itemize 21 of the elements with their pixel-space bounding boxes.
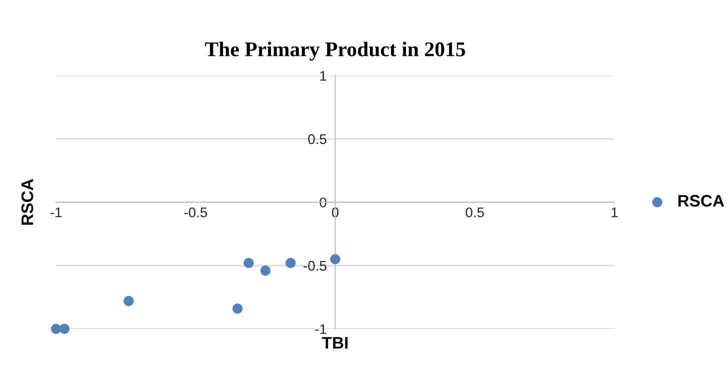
y-tick-label: -0.5 (304, 260, 326, 271)
y-tick-label: 0.5 (308, 134, 326, 144)
point (59, 324, 70, 334)
x-axis-title: TBI (322, 337, 348, 349)
point (285, 258, 296, 268)
chart-title: The Primary Product in 2015 (204, 42, 466, 61)
x-tick-label: -1 (50, 208, 62, 218)
x-tick-label: 1 (612, 208, 618, 218)
point (244, 258, 254, 268)
y-tick-label: 1 (320, 71, 326, 81)
point (260, 266, 271, 276)
legend-label: RSCA (678, 194, 724, 207)
x-tick-label: 0.5 (466, 207, 484, 218)
point (50, 324, 62, 334)
point (124, 296, 134, 306)
point (232, 304, 243, 314)
y-axis-title: RSCA (21, 179, 34, 225)
x-tick-label: -0.5 (184, 207, 208, 218)
x-tick-label: 0 (332, 207, 339, 218)
y-tick-label: -1 (315, 324, 326, 334)
point (330, 254, 340, 264)
